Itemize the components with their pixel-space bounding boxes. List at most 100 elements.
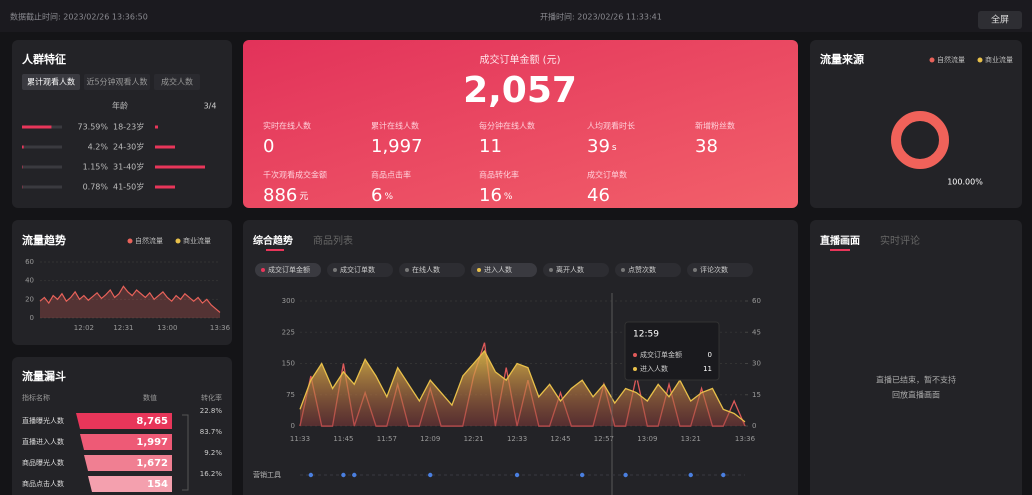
label: 商品曝光人数 bbox=[22, 458, 64, 467]
chip-dot bbox=[405, 268, 409, 272]
y-tick-label: 150 bbox=[282, 360, 295, 368]
tooltip bbox=[624, 321, 720, 381]
panel bbox=[810, 40, 1022, 208]
tab-label: 累计观看人数 bbox=[27, 77, 75, 87]
bar bbox=[22, 125, 52, 129]
label: 18-23岁 bbox=[113, 122, 144, 132]
y2-tick-label: 45 bbox=[752, 328, 761, 336]
chip[interactable] bbox=[543, 263, 609, 277]
y2-tick-label: 0 bbox=[752, 422, 756, 430]
rate: 9.2% bbox=[204, 449, 222, 457]
panel-title: 流量漏斗 bbox=[22, 369, 66, 383]
x-tick-label: 13:00 bbox=[157, 324, 177, 332]
y-tick-label: 40 bbox=[25, 277, 34, 285]
bar-track bbox=[22, 145, 62, 149]
tab-label: 近5分钟观看人数 bbox=[86, 77, 147, 87]
chip[interactable] bbox=[687, 263, 753, 277]
y-tick-label: 20 bbox=[25, 295, 34, 303]
metric-value: 886 元 bbox=[263, 185, 308, 206]
marketing-dot bbox=[352, 472, 357, 478]
tooltip-name: 成交订单金额 bbox=[640, 350, 682, 359]
legend-label: 商业流量 bbox=[183, 236, 211, 245]
area bbox=[300, 351, 745, 426]
chip-label: 成交订单数 bbox=[340, 265, 375, 274]
y2-tick-label: 60 bbox=[752, 297, 761, 305]
area bbox=[40, 286, 220, 318]
label: 24-30岁 bbox=[113, 142, 144, 152]
y-tick-label: 0 bbox=[291, 422, 295, 430]
tab: 商品列表 bbox=[313, 234, 353, 247]
bar bbox=[22, 145, 24, 149]
metric-value: 38 bbox=[695, 136, 718, 157]
tab: 综合趋势 bbox=[253, 234, 293, 247]
value: 16 bbox=[479, 185, 502, 206]
chip[interactable] bbox=[327, 263, 393, 277]
header-bar bbox=[0, 0, 1032, 32]
legend-label: 自然流量 bbox=[937, 55, 965, 64]
marketing-dot bbox=[688, 472, 693, 478]
label: 数据截止时间: 2023/02/26 13:36:50 bbox=[10, 12, 148, 22]
unit: % bbox=[384, 192, 393, 202]
x-tick-label: 13:36 bbox=[210, 324, 231, 332]
chip[interactable] bbox=[399, 263, 465, 277]
label: 成交订单金额 (元) bbox=[480, 53, 561, 66]
chip[interactable] bbox=[471, 263, 537, 277]
legend-dot bbox=[929, 57, 935, 63]
chip-label: 评论次数 bbox=[700, 265, 728, 274]
label: 转化率 bbox=[201, 393, 222, 402]
y2-tick-label: 30 bbox=[752, 360, 761, 368]
label: 1.15% bbox=[83, 163, 109, 172]
panel-title: 人群特征 bbox=[22, 52, 66, 66]
fullscreen-button[interactable] bbox=[978, 11, 1022, 29]
label: 直播进入人数 bbox=[22, 437, 64, 446]
marketing-dot bbox=[308, 472, 314, 478]
fullscreen-label: 全屏 bbox=[991, 14, 1009, 26]
bar bbox=[155, 145, 175, 149]
label: 人均观看时长 bbox=[587, 121, 635, 131]
label: 4.2% bbox=[88, 143, 109, 152]
funnel-value: 154 bbox=[147, 479, 168, 490]
label: 41-50岁 bbox=[113, 182, 144, 192]
rate: 83.7% bbox=[200, 428, 223, 436]
row-label: 营销工具 bbox=[253, 470, 281, 479]
y-tick-label: 75 bbox=[286, 391, 295, 399]
value: 1,997 bbox=[371, 136, 423, 157]
label: 实时在线人数 bbox=[263, 121, 311, 131]
label: 31-40岁 bbox=[113, 162, 144, 172]
funnel-value: 8,765 bbox=[136, 416, 168, 427]
x-tick-label: 12:31 bbox=[113, 324, 133, 332]
unit: s bbox=[612, 143, 617, 153]
metric-value: 46 bbox=[587, 185, 610, 206]
line bbox=[39, 285, 221, 313]
unit: 元 bbox=[299, 192, 308, 202]
chip-label: 离开人数 bbox=[556, 265, 584, 274]
value: 39 bbox=[587, 136, 610, 157]
donut-slice bbox=[891, 111, 949, 169]
marketing-dot bbox=[514, 472, 520, 478]
metric-value: 1,997 bbox=[371, 136, 423, 157]
tab[interactable] bbox=[154, 74, 200, 90]
funnel-step bbox=[76, 413, 172, 429]
funnel-value: 1,672 bbox=[136, 458, 168, 469]
main-value: 2,057 bbox=[463, 70, 577, 111]
legend-label: 自然流量 bbox=[135, 236, 163, 245]
panel-title: 流量来源 bbox=[820, 52, 864, 66]
tooltip-dot bbox=[633, 353, 637, 357]
pager: 3/4 bbox=[204, 102, 217, 111]
panel bbox=[12, 220, 232, 345]
tooltip-dot bbox=[633, 367, 637, 371]
bar-track bbox=[22, 165, 62, 169]
rate: 22.8% bbox=[200, 407, 223, 415]
label: 成交订单数 bbox=[587, 170, 627, 180]
x-tick-label: 13:09 bbox=[637, 435, 657, 443]
x-tick-label: 11:33 bbox=[290, 435, 310, 443]
x-tick-label: 13:36 bbox=[735, 435, 756, 443]
label: 商品点击人数 bbox=[22, 479, 64, 488]
tooltip-value: 0 bbox=[708, 351, 712, 359]
chip[interactable] bbox=[255, 263, 321, 277]
tab[interactable] bbox=[22, 74, 80, 90]
chip[interactable] bbox=[615, 263, 681, 277]
x-tick-label: 11:45 bbox=[333, 435, 353, 443]
metric-value: 11 bbox=[479, 136, 502, 157]
tab[interactable] bbox=[84, 74, 150, 90]
